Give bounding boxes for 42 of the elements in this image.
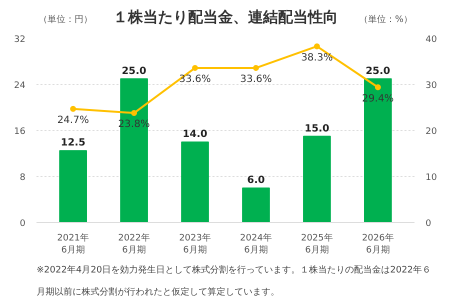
x-tick-label: 2025年 6月期 bbox=[301, 232, 333, 256]
y-axis-title: （単位：円） bbox=[38, 14, 92, 25]
bar bbox=[59, 150, 87, 222]
text: ※2022年4月20日を効力発生日として株式分割を行っています。１株当たりの配当金は2022年６月期以前に株式分割が行われたと仮定して算定しています。 bbox=[36, 266, 432, 298]
x-tick-label: 2021年 6月期 bbox=[57, 232, 90, 256]
point bbox=[131, 110, 138, 116]
bar bbox=[181, 142, 209, 222]
y-tick-label: 24 bbox=[14, 81, 26, 91]
y2-tick-label: 40 bbox=[426, 35, 438, 45]
point bbox=[374, 84, 381, 90]
y2-tick-label: 20 bbox=[426, 127, 438, 137]
data-label: 24.7% bbox=[57, 114, 89, 126]
bar bbox=[242, 188, 270, 222]
y2-tick-label: 30 bbox=[426, 81, 438, 91]
data-label: 33.6% bbox=[179, 74, 211, 85]
point bbox=[70, 106, 76, 112]
bar bbox=[120, 78, 148, 222]
y-tick-label: 16 bbox=[14, 127, 26, 137]
data-label: 33.6% bbox=[240, 74, 272, 85]
x-tick-label: 2024年 6月期 bbox=[240, 232, 272, 256]
x-tick-label: 2022年 6月期 bbox=[118, 232, 150, 256]
data-label: 12.5 bbox=[60, 138, 86, 149]
data-label: 15.0 bbox=[304, 123, 330, 134]
y2-tick-label: 10 bbox=[426, 173, 438, 183]
point bbox=[192, 64, 198, 71]
data-label: 6.0 bbox=[247, 175, 265, 186]
bar bbox=[303, 136, 331, 222]
y2-tick-label: 0 bbox=[426, 219, 432, 229]
x-tick-label: 2023年 6月期 bbox=[179, 232, 211, 256]
data-label: 38.3% bbox=[301, 52, 333, 64]
data-label: 25.0 bbox=[366, 66, 390, 77]
bar bbox=[364, 78, 392, 222]
data-label: 14.0 bbox=[182, 129, 208, 140]
data-label: 25.0 bbox=[122, 66, 146, 77]
y2-axis-title: （単位：%） bbox=[359, 14, 413, 25]
point bbox=[314, 43, 320, 50]
chart-title: １株当たり配当金、連結配当性向 bbox=[113, 8, 338, 26]
x-tick-label: 2026年 6月期 bbox=[362, 232, 394, 256]
y-tick-label: 0 bbox=[20, 219, 26, 229]
point bbox=[252, 64, 259, 71]
y-tick-label: 32 bbox=[14, 35, 26, 45]
y-tick-label: 8 bbox=[20, 173, 26, 183]
